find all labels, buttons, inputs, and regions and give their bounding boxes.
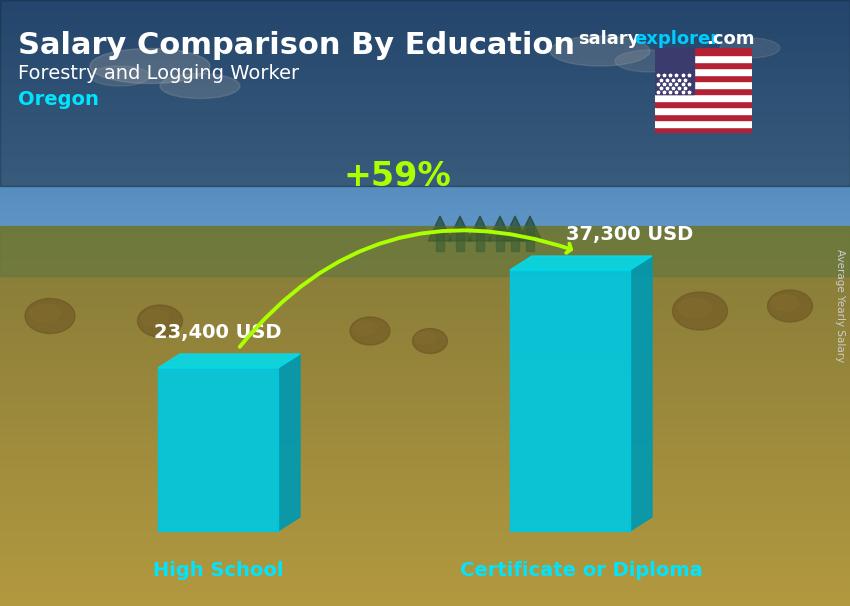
- Polygon shape: [510, 256, 652, 270]
- Bar: [654, 62, 752, 68]
- Ellipse shape: [768, 290, 813, 322]
- Bar: [654, 127, 752, 133]
- Bar: [654, 48, 694, 94]
- Ellipse shape: [675, 57, 725, 75]
- Polygon shape: [503, 216, 527, 241]
- Polygon shape: [428, 216, 452, 241]
- Ellipse shape: [138, 305, 183, 337]
- Bar: [511, 226, 519, 251]
- Bar: [476, 226, 484, 251]
- Text: Forestry and Logging Worker: Forestry and Logging Worker: [18, 64, 299, 83]
- Polygon shape: [488, 216, 512, 241]
- Bar: [654, 88, 752, 94]
- Ellipse shape: [720, 38, 780, 58]
- Bar: [654, 68, 752, 75]
- Text: +59%: +59%: [343, 159, 450, 193]
- Bar: [654, 81, 752, 88]
- Text: Certificate or Diploma: Certificate or Diploma: [460, 562, 702, 581]
- Ellipse shape: [672, 292, 728, 330]
- Bar: [654, 107, 752, 114]
- Bar: [654, 48, 752, 55]
- Polygon shape: [448, 216, 472, 241]
- Ellipse shape: [772, 295, 798, 311]
- Ellipse shape: [615, 50, 685, 72]
- Bar: [654, 120, 752, 127]
- Ellipse shape: [550, 36, 650, 66]
- Bar: [526, 226, 534, 251]
- Bar: [0, 0, 850, 186]
- Polygon shape: [518, 216, 542, 241]
- Text: Salary Comparison By Education: Salary Comparison By Education: [18, 31, 575, 60]
- Bar: [158, 368, 278, 531]
- Bar: [456, 226, 464, 251]
- Text: explorer: explorer: [634, 30, 719, 48]
- Text: .com: .com: [706, 30, 755, 48]
- Ellipse shape: [353, 321, 377, 335]
- Text: Oregon: Oregon: [18, 90, 99, 109]
- Bar: [654, 75, 752, 81]
- Bar: [654, 55, 752, 62]
- Polygon shape: [278, 354, 300, 531]
- Ellipse shape: [25, 299, 75, 333]
- Ellipse shape: [160, 73, 240, 99]
- Polygon shape: [158, 354, 300, 368]
- Ellipse shape: [678, 299, 711, 318]
- Ellipse shape: [90, 48, 210, 84]
- Ellipse shape: [141, 310, 168, 326]
- Ellipse shape: [415, 331, 435, 344]
- Ellipse shape: [30, 304, 60, 322]
- Text: High School: High School: [153, 562, 283, 581]
- Ellipse shape: [350, 317, 390, 345]
- Text: salary: salary: [578, 30, 639, 48]
- Polygon shape: [630, 256, 652, 531]
- Text: 37,300 USD: 37,300 USD: [566, 225, 694, 244]
- Polygon shape: [468, 216, 492, 241]
- Text: Average Yearly Salary: Average Yearly Salary: [835, 250, 845, 362]
- Bar: [0, 226, 850, 276]
- Bar: [654, 101, 752, 107]
- Ellipse shape: [90, 66, 150, 86]
- Bar: [496, 226, 504, 251]
- Ellipse shape: [412, 328, 447, 353]
- Bar: [510, 270, 630, 531]
- Bar: [436, 226, 444, 251]
- Text: 23,400 USD: 23,400 USD: [154, 323, 281, 342]
- Bar: [654, 114, 752, 120]
- Bar: [654, 94, 752, 101]
